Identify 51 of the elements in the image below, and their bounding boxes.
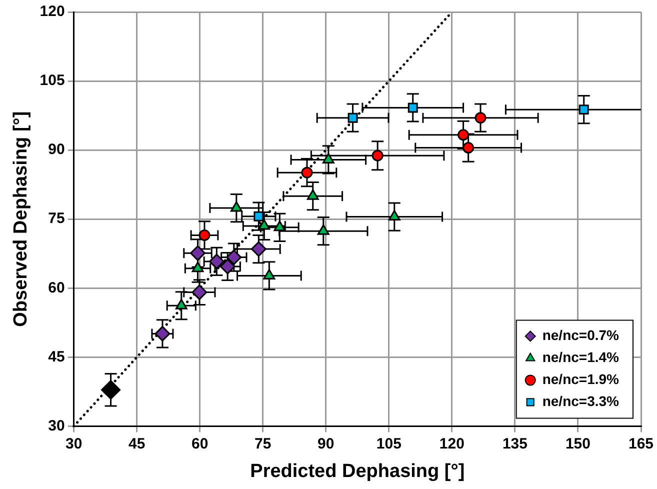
point: [578, 104, 589, 115]
x-tick-label: 75: [254, 435, 272, 452]
x-tick-label: 105: [376, 435, 402, 452]
x-tick-label: 90: [318, 435, 334, 452]
point: [462, 142, 474, 154]
point: [408, 102, 418, 113]
point: [192, 262, 204, 272]
point: [263, 268, 276, 280]
y-axis-title: Observed Dephasing [°]: [10, 111, 32, 327]
point: [274, 220, 286, 232]
point: [154, 326, 170, 342]
x-tick-label: 150: [565, 435, 590, 452]
point: [190, 245, 206, 261]
point: [175, 298, 188, 310]
y-tick-label: 90: [48, 141, 65, 158]
y-tick-label: 45: [48, 348, 65, 366]
point: [226, 250, 242, 266]
point: [220, 258, 236, 274]
point: [254, 211, 264, 222]
point: [258, 219, 270, 230]
point: [198, 229, 210, 241]
x-tick-label: 60: [192, 435, 208, 452]
x-axis-title: Predicted Dephasing [°]: [250, 460, 465, 482]
x-tick-label: 135: [502, 435, 528, 452]
point: [101, 380, 121, 400]
point: [458, 129, 470, 141]
point: [208, 254, 224, 270]
x-tick-label: 165: [628, 435, 654, 452]
point: [306, 189, 319, 200]
legend-label: ne/nc=3.3%: [542, 393, 620, 410]
point: [388, 210, 400, 221]
point: [301, 166, 313, 178]
point: [317, 224, 330, 235]
x-tick-label: 30: [65, 435, 82, 452]
y-tick-label: 60: [48, 279, 65, 296]
point: [230, 201, 242, 212]
y-tick-label: 105: [40, 72, 65, 90]
legend-label: ne/nc=1.4%: [542, 349, 620, 366]
legend-label: ne/nc=1.9%: [542, 371, 620, 388]
point: [192, 284, 208, 300]
point: [372, 150, 384, 162]
point: [322, 152, 334, 164]
y-tick-label: 75: [48, 210, 65, 228]
point: [250, 241, 266, 257]
point: [348, 112, 358, 123]
y-tick-label: 120: [40, 3, 65, 20]
legend-label: ne/nc=0.7%: [542, 327, 620, 344]
point: [474, 112, 486, 124]
y-tick-label: 30: [48, 417, 65, 434]
x-tick-label: 45: [128, 435, 146, 452]
x-tick-label: 120: [439, 435, 464, 452]
